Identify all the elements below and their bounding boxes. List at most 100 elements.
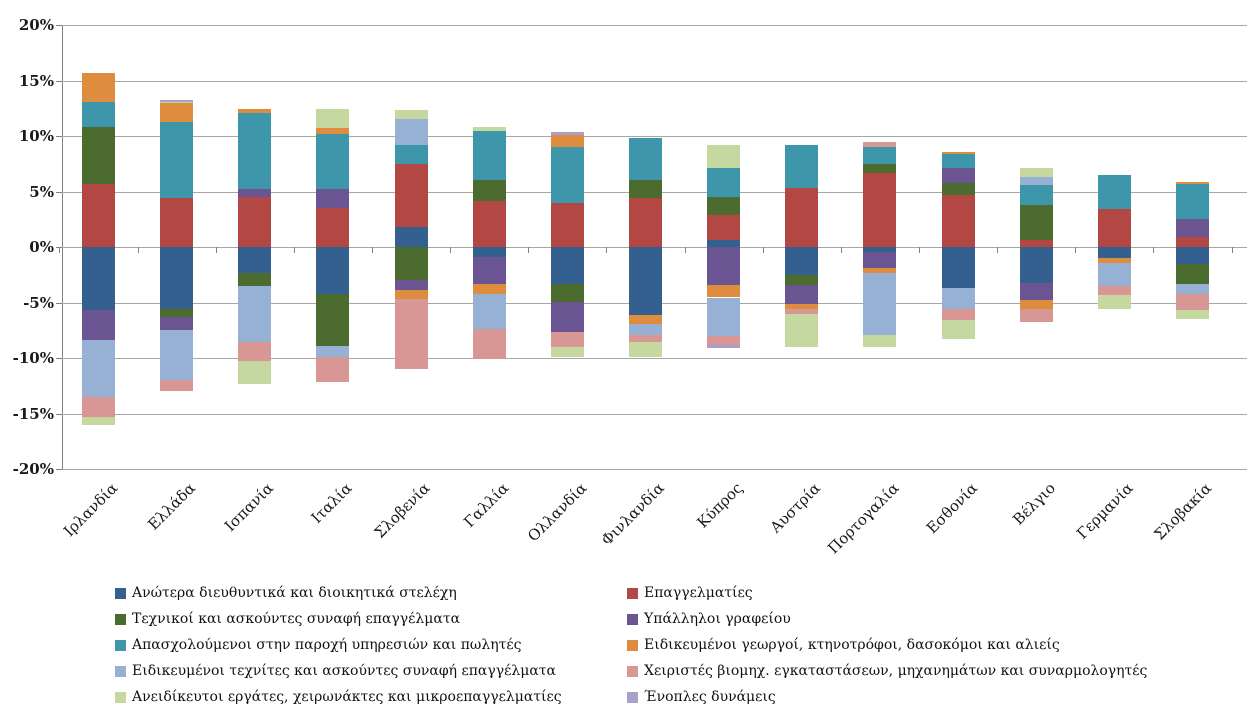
x-axis-tick <box>59 247 61 253</box>
bar-segment <box>550 147 584 203</box>
bar-segment <box>160 330 194 381</box>
bar-segment <box>863 163 897 173</box>
gridline <box>62 358 1247 359</box>
bar-segment <box>1019 300 1053 309</box>
bar-segment <box>472 283 506 294</box>
bar-segment <box>1175 184 1209 219</box>
y-axis-label: -10% <box>12 349 54 367</box>
bar-segment <box>238 189 272 198</box>
legend-label: Χειριστές βιομηχ. εγκαταστάσεων, μηχανημ… <box>644 663 1148 679</box>
bar-segment <box>863 142 897 148</box>
bar-segment <box>1097 247 1131 259</box>
bar-segment <box>160 121 194 199</box>
bar-segment <box>394 145 428 164</box>
legend-marker <box>627 587 638 599</box>
bar-segment <box>707 197 741 215</box>
bar-segment <box>394 247 428 281</box>
y-axis-tick <box>56 25 62 26</box>
x-axis-tick <box>1075 247 1077 253</box>
bar-segment <box>238 342 272 362</box>
bar-segment <box>628 314 662 325</box>
y-axis-label: 20% <box>18 16 54 34</box>
bar-segment <box>628 138 662 180</box>
y-axis-label: 5% <box>29 182 54 201</box>
bar-segment <box>1019 204 1053 241</box>
bar-segment <box>550 347 584 357</box>
gridline <box>62 413 1247 415</box>
bar-segment <box>628 179 662 199</box>
bar-segment <box>941 288 975 310</box>
bar-segment <box>82 340 115 397</box>
bar-segment <box>941 151 975 155</box>
bar-segment <box>1097 175 1131 209</box>
bar-segment <box>628 247 662 315</box>
bar-segment <box>1019 184 1053 205</box>
bar-segment <box>238 272 272 286</box>
gridline <box>62 469 1247 470</box>
gridline <box>62 80 1247 82</box>
legend-marker <box>627 613 638 625</box>
bar-segment <box>394 163 428 228</box>
bar-segment <box>394 290 428 299</box>
bar-segment <box>82 127 115 184</box>
x-axis-tick <box>606 247 608 253</box>
legend-item: Χειριστές βιομηχ. εγκαταστάσεων, μηχανημ… <box>627 662 1147 680</box>
bar-segment <box>394 227 428 247</box>
bar-segment <box>1019 247 1053 283</box>
bar-segment <box>472 329 506 360</box>
bar-segment <box>238 112 272 190</box>
bar-segment <box>316 109 350 129</box>
bar-segment <box>238 361 272 384</box>
bar-segment <box>1097 208 1131 247</box>
legend-label: Επαγγελματίες <box>644 585 753 601</box>
x-axis-tick <box>371 247 373 253</box>
bar-segment <box>785 188 819 247</box>
bar-segment <box>160 247 194 310</box>
legend-item: Υπάλληλοι γραφείου <box>627 610 791 628</box>
bar-segment <box>1019 176 1053 185</box>
bar-segment <box>707 344 741 348</box>
bar-segment <box>707 297 741 336</box>
bar-segment <box>1175 293 1209 311</box>
x-axis-tick <box>215 247 217 253</box>
bar-segment <box>550 247 584 284</box>
legend-item: Ειδικευμένοι τεχνίτες και ασκούντες συνα… <box>115 662 556 680</box>
legend-label: Ένοπλες δυνάμεις <box>644 689 776 705</box>
y-axis-tick <box>56 247 62 248</box>
bar-segment <box>238 197 272 247</box>
bar-segment <box>1175 310 1209 319</box>
y-axis-tick <box>56 413 62 415</box>
bar-segment <box>238 247 272 273</box>
bar-segment <box>394 110 428 119</box>
legend-item: Ανώτερα διευθυντικά και διοικητικά στελέ… <box>115 584 457 602</box>
legend-marker <box>115 613 126 625</box>
bar-segment <box>863 267 897 274</box>
bar-segment <box>160 309 194 317</box>
y-axis-label: -20% <box>12 460 54 478</box>
bar-segment <box>238 285 272 343</box>
x-axis-tick <box>918 247 920 253</box>
bar-segment <box>863 172 897 247</box>
bar-segment <box>863 147 897 164</box>
bar-segment <box>707 284 741 298</box>
bar-segment <box>160 380 194 392</box>
bar-segment <box>394 118 428 146</box>
legend-marker <box>115 665 126 677</box>
bar-segment <box>550 134 584 148</box>
bar-segment <box>160 198 194 247</box>
bar-segment <box>707 144 741 169</box>
bar-segment <box>1097 285 1131 296</box>
bar-segment <box>472 256 506 284</box>
bar-segment <box>863 335 897 347</box>
legend-item: Ειδικευμένοι γεωργοί, κτηνοτρόφοι, δασοκ… <box>627 636 1060 654</box>
bar-segment <box>707 335 741 345</box>
bar-segment <box>82 183 115 247</box>
y-axis-tick <box>56 469 62 470</box>
bar-segment <box>394 298 428 369</box>
bar-segment <box>707 214 741 241</box>
x-axis-tick <box>528 247 530 253</box>
bar-segment <box>785 304 819 310</box>
bar-segment <box>472 293 506 330</box>
y-axis-tick <box>56 136 62 137</box>
